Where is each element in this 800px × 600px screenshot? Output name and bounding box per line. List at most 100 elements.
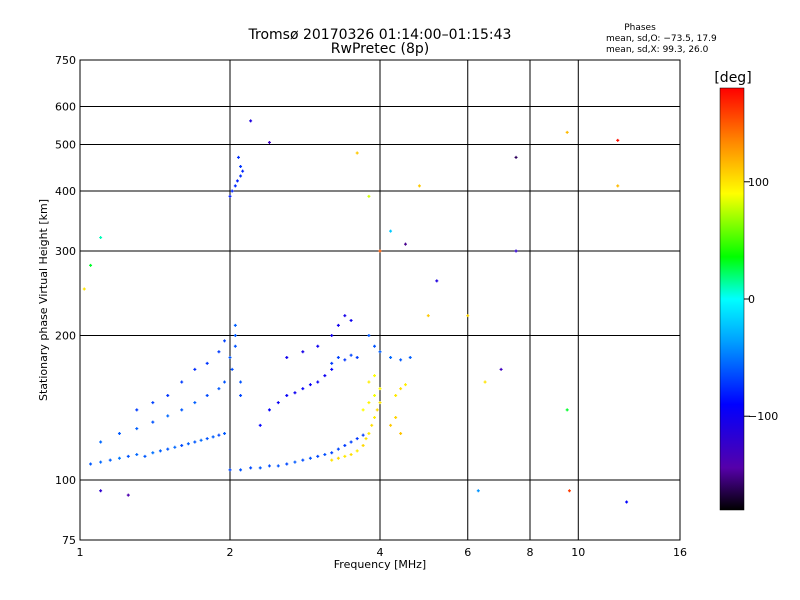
colorbar-ticks: 100 0 −100 — [744, 176, 778, 423]
echo-point — [230, 367, 234, 371]
echo-point — [205, 394, 209, 398]
echo-point — [408, 355, 412, 359]
echo-point — [235, 179, 239, 183]
chart-title: Tromsø 20170326 01:14:00–01:15:43 — [248, 27, 512, 43]
echo-point — [316, 344, 320, 348]
echo-point — [361, 408, 365, 412]
echo-point — [258, 423, 262, 427]
echo-point — [308, 456, 312, 460]
y-axis-ticks: 75 100 200 300 400 500 600 750 — [55, 54, 76, 547]
echo-point — [186, 442, 190, 446]
echo-point — [373, 344, 377, 348]
echo-point — [99, 440, 103, 444]
echo-point — [217, 350, 221, 354]
echo-point — [205, 361, 209, 365]
x-tick-label: 10 — [571, 546, 585, 559]
echo-point — [166, 447, 170, 451]
y-tick-label: 750 — [55, 54, 76, 67]
echo-point — [180, 408, 184, 412]
echo-point — [343, 454, 347, 458]
echo-point — [316, 454, 320, 458]
echo-point — [285, 462, 289, 466]
echo-point — [99, 489, 103, 493]
echo-point — [373, 394, 377, 398]
echo-point — [233, 184, 237, 188]
echo-point — [276, 401, 280, 405]
echo-point — [349, 440, 353, 444]
colorbar-tick-label: 100 — [748, 176, 769, 189]
echo-point — [108, 458, 112, 462]
plot-frame — [79, 59, 681, 541]
echo-point — [349, 453, 353, 457]
echo-point — [258, 466, 262, 470]
echo-point — [233, 334, 237, 338]
echo-point — [99, 460, 103, 464]
echo-point — [343, 358, 347, 362]
echo-point — [239, 164, 243, 168]
y-tick-label: 400 — [55, 185, 76, 198]
echo-point — [565, 130, 569, 134]
echo-point — [399, 358, 403, 362]
echo-point — [135, 427, 139, 431]
echo-point — [228, 468, 232, 472]
echo-point — [151, 420, 155, 424]
echo-point — [158, 449, 162, 453]
echo-point — [267, 408, 271, 412]
echo-point — [276, 464, 280, 468]
x-tick-label: 16 — [673, 546, 687, 559]
echo-point — [355, 437, 359, 441]
y-tick-label: 75 — [62, 534, 76, 547]
echo-point — [117, 456, 121, 460]
echo-point — [375, 408, 379, 412]
phases-box-o: mean, sd,O: −73.5, 17.9 — [606, 34, 717, 44]
echo-point — [394, 415, 398, 419]
echo-point — [403, 383, 407, 387]
echo-point — [211, 435, 215, 439]
x-tick-label: 2 — [227, 546, 234, 559]
echo-point — [267, 464, 271, 468]
echo-point — [249, 466, 253, 470]
echo-point — [378, 249, 382, 253]
echo-point — [117, 432, 121, 436]
echo-point — [330, 451, 334, 455]
echo-point — [476, 489, 480, 493]
echo-point — [367, 380, 371, 384]
echo-point — [239, 174, 243, 178]
echo-point — [343, 314, 347, 318]
echo-point — [565, 408, 569, 412]
x-tick-label: 4 — [377, 546, 384, 559]
echo-point — [217, 433, 221, 437]
echo-point — [143, 454, 147, 458]
colorbar-tick-label: −100 — [748, 410, 778, 423]
echo-point — [228, 355, 232, 359]
echo-point — [89, 263, 93, 267]
y-tick-label: 200 — [55, 330, 76, 343]
echo-point — [349, 353, 353, 357]
colorbar-label: [deg] — [714, 70, 751, 86]
echo-point — [285, 355, 289, 359]
echo-point — [389, 355, 393, 359]
echo-point — [239, 380, 243, 384]
echo-point — [394, 394, 398, 398]
y-tick-label: 300 — [55, 245, 76, 258]
echo-point — [180, 380, 184, 384]
echo-point — [193, 401, 197, 405]
echo-point — [403, 242, 407, 246]
echo-point — [180, 444, 184, 448]
echo-point — [233, 344, 237, 348]
echo-point — [151, 401, 155, 405]
echo-point — [355, 355, 359, 359]
data-points — [82, 119, 629, 504]
echo-point — [336, 456, 340, 460]
echo-point — [378, 387, 382, 391]
echo-point — [241, 169, 245, 173]
echo-point — [293, 460, 297, 464]
echo-point — [373, 374, 377, 378]
echo-point — [267, 140, 271, 144]
echo-point — [514, 155, 518, 159]
grid-lines — [80, 60, 680, 540]
echo-point — [301, 387, 305, 391]
echo-point — [367, 194, 371, 198]
echo-point — [364, 437, 368, 441]
